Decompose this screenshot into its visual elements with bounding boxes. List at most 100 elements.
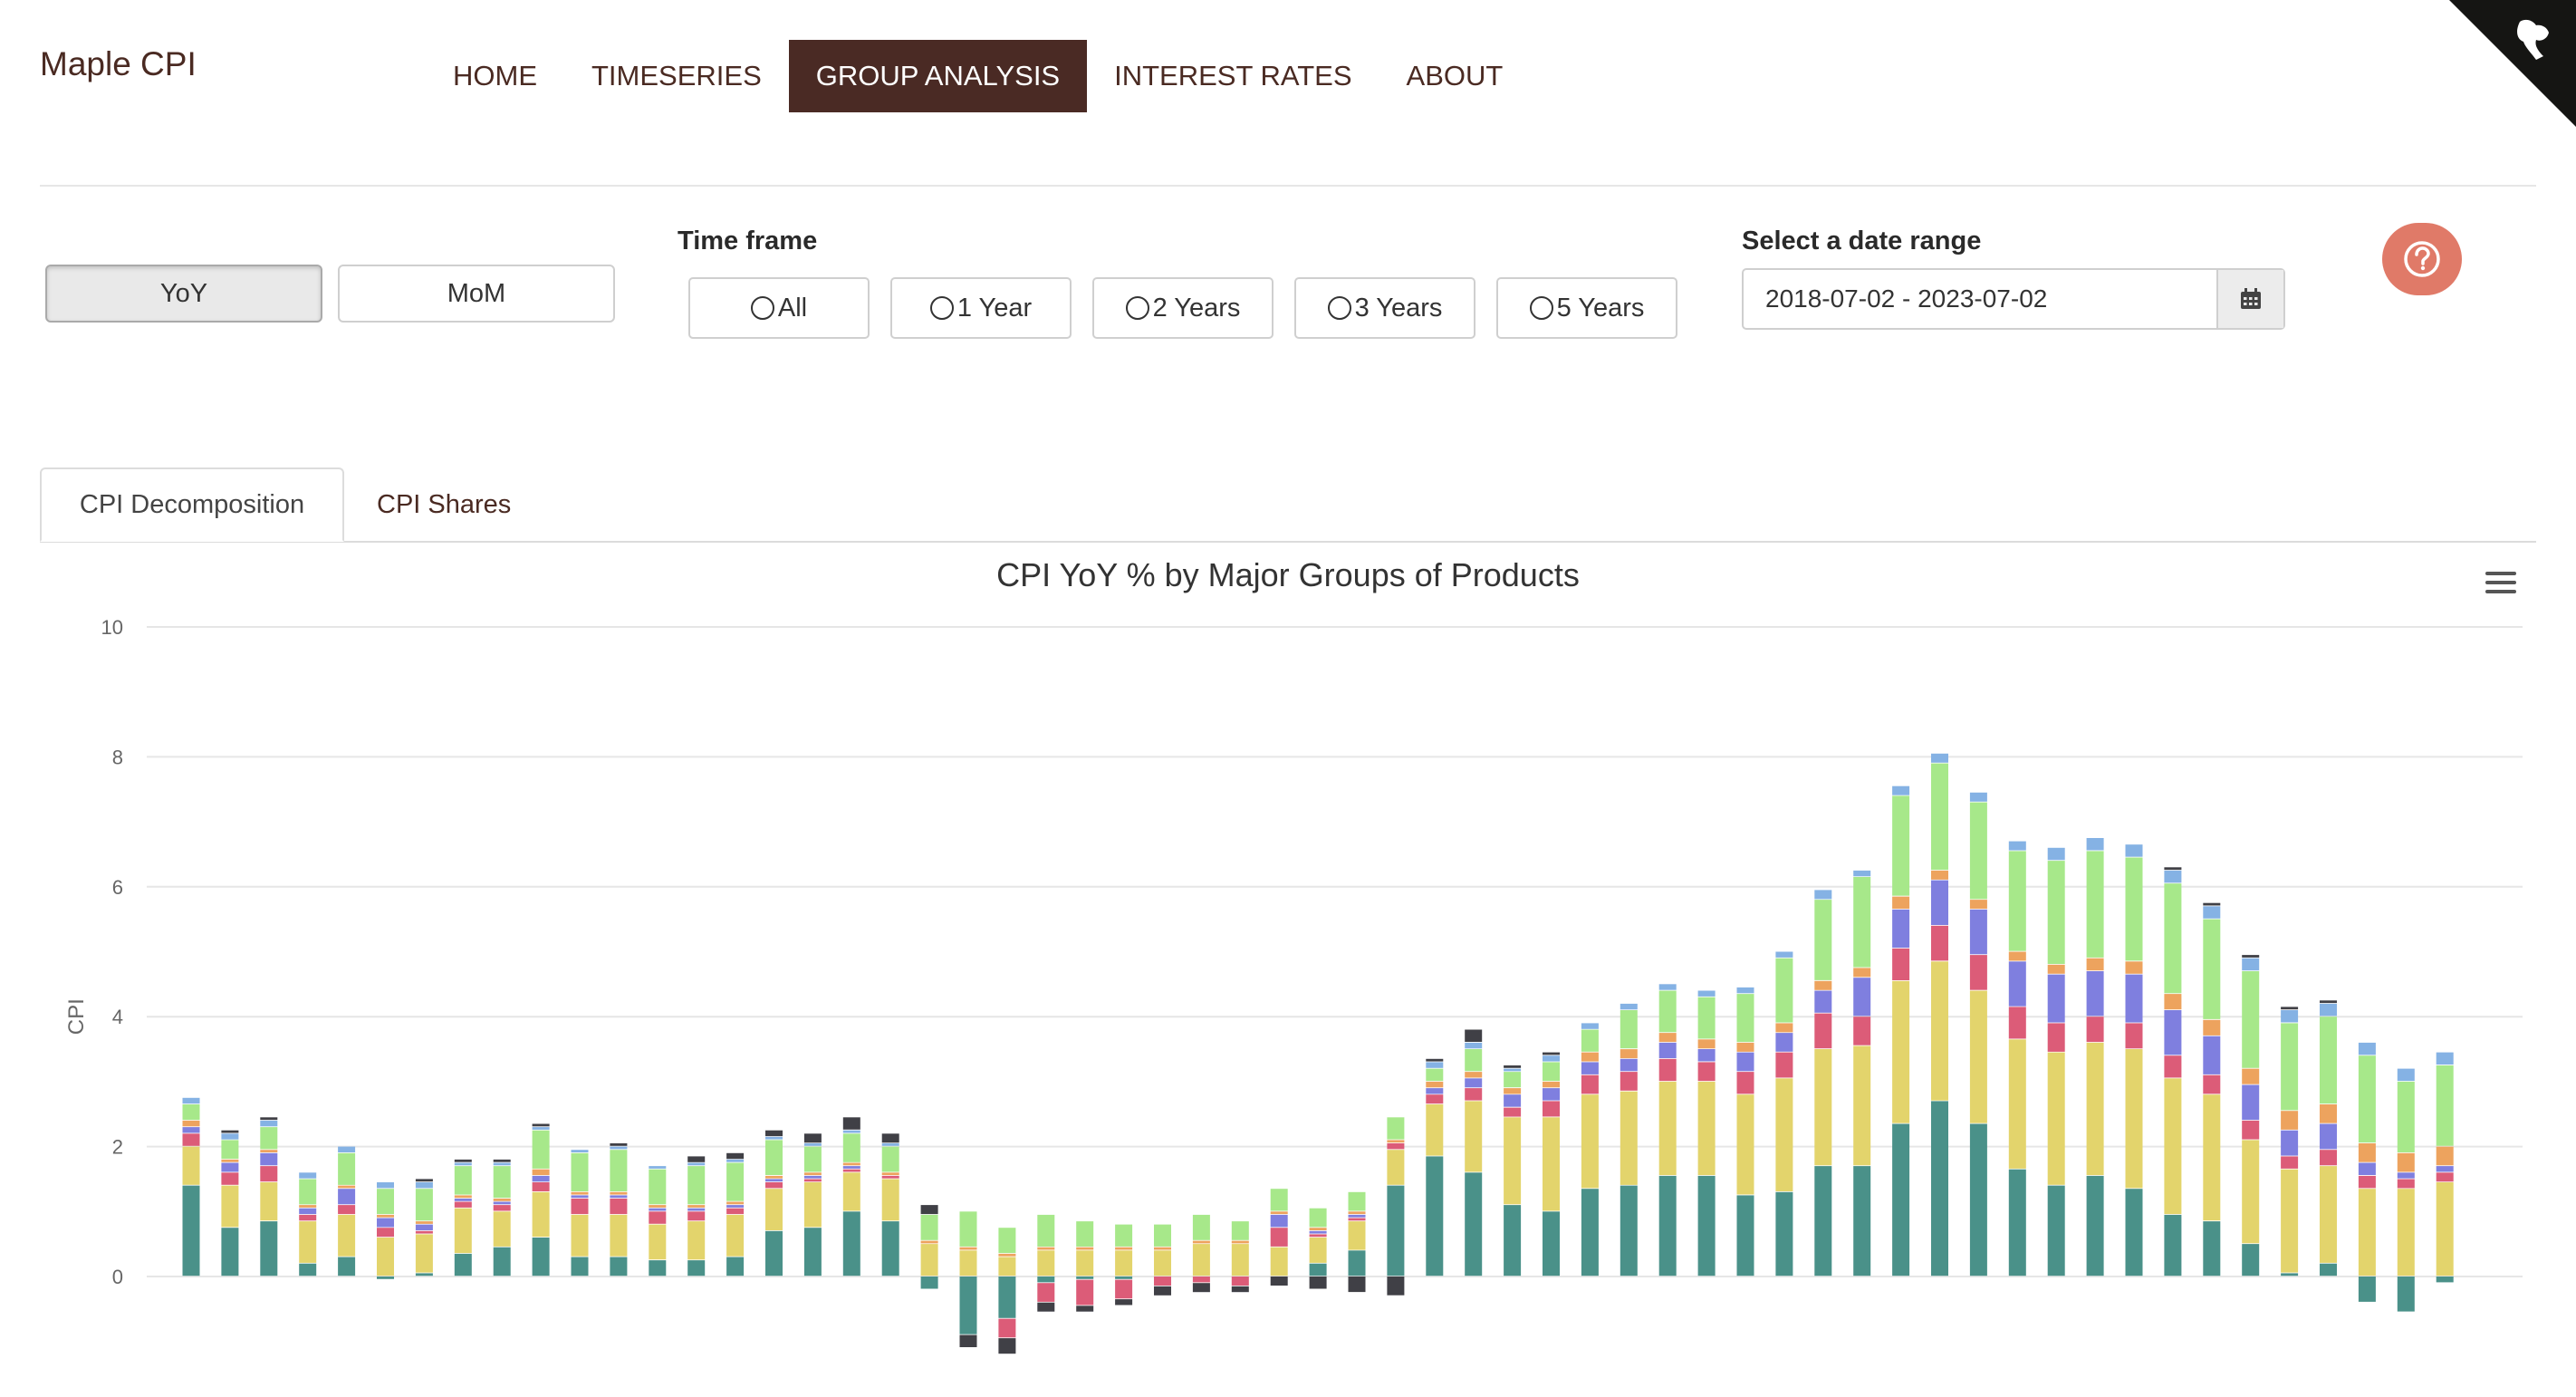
bar-segment — [649, 1169, 667, 1205]
github-corner-icon[interactable] — [2449, 0, 2576, 127]
bar-segment — [998, 1253, 1016, 1257]
bar-segment — [1658, 990, 1677, 1033]
bar-segment — [182, 1133, 200, 1146]
bar-segment — [1348, 1221, 1366, 1250]
bar-segment — [726, 1162, 745, 1201]
bar-segment — [260, 1152, 278, 1166]
bar-segment — [881, 1221, 899, 1277]
nav-about[interactable]: ABOUT — [1406, 60, 1504, 92]
timeframe-1-year[interactable]: 1 Year — [890, 277, 1072, 339]
bar-segment — [765, 1175, 783, 1179]
bar-segment — [1736, 1195, 1754, 1277]
bar-segment — [2008, 1039, 2026, 1169]
bar-segment — [2047, 1052, 2065, 1185]
tab-cpi-decomposition[interactable]: CPI Decomposition — [40, 467, 344, 542]
bar-segment — [726, 1208, 745, 1215]
bar-segment — [415, 1189, 433, 1221]
cpi-stacked-bar-chart: 0 2 4 6 8 10 CPI — [64, 616, 2523, 1354]
bar-segment — [2203, 1094, 2221, 1221]
bar-segment — [1037, 1247, 1055, 1250]
radio-icon — [1125, 296, 1149, 320]
bar-segment — [2397, 1277, 2415, 1312]
bar-segment — [1426, 1068, 1444, 1082]
bar-segment — [221, 1172, 239, 1185]
yoy-button[interactable]: YoY — [45, 265, 322, 323]
bar-segment — [571, 1191, 589, 1195]
app-title[interactable]: Maple CPI — [40, 45, 197, 82]
bar-segment — [1581, 1029, 1599, 1052]
bar-segment — [1969, 792, 1987, 802]
bar-segment — [1620, 1072, 1638, 1091]
bar-segment — [803, 1179, 822, 1182]
bar-segment — [1154, 1250, 1171, 1277]
bar-segment — [2281, 1130, 2299, 1156]
bar-segment — [493, 1159, 511, 1162]
bar-segment — [571, 1199, 589, 1215]
bar-segment — [1814, 980, 1832, 990]
bar-segment — [687, 1162, 706, 1166]
bar-segment — [2436, 1182, 2454, 1277]
timeframe-3-years[interactable]: 3 Years — [1294, 277, 1475, 339]
bar-segment — [2164, 1078, 2182, 1215]
bar-segment — [610, 1146, 628, 1150]
bar-segment — [260, 1150, 278, 1152]
daterange-picker[interactable]: 2018-07-02 - 2023-07-02 — [1742, 268, 2285, 330]
nav-timeseries[interactable]: TIMESERIES — [591, 60, 762, 92]
bar-segment — [2242, 1120, 2260, 1140]
tab-cpi-shares[interactable]: CPI Shares — [377, 489, 512, 519]
bar-segment — [2125, 1023, 2143, 1049]
bar-segment — [881, 1146, 899, 1172]
bar-segment — [260, 1166, 278, 1182]
bar-segment — [1736, 1072, 1754, 1094]
bar-segment — [2164, 883, 2182, 994]
calendar-button[interactable] — [2216, 270, 2283, 328]
bar-segment — [687, 1205, 706, 1208]
nav-home[interactable]: HOME — [453, 60, 537, 92]
bar-segment — [881, 1143, 899, 1146]
bar-segment — [1115, 1279, 1133, 1299]
bar-segment — [1387, 1143, 1405, 1150]
bar-segment — [2125, 857, 2143, 961]
bar-segment — [765, 1130, 783, 1137]
bar-segment — [1892, 795, 1910, 896]
bar-segment — [1426, 1094, 1444, 1104]
nav-interest-rates[interactable]: INTEREST RATES — [1114, 60, 1352, 92]
bar-segment — [881, 1172, 899, 1176]
bar-segment — [1504, 1065, 1522, 1068]
daterange-input[interactable]: 2018-07-02 - 2023-07-02 — [1765, 284, 2048, 313]
timeframe-all[interactable]: All — [688, 277, 870, 339]
bar-segment — [493, 1247, 511, 1277]
bar-segment — [1426, 1156, 1444, 1277]
mom-button[interactable]: MoM — [338, 265, 615, 323]
bar-segment — [1154, 1224, 1171, 1247]
bar-segment — [1620, 1058, 1638, 1072]
bar-segment — [299, 1205, 317, 1208]
bar-segment — [687, 1260, 706, 1277]
nav-group-analysis[interactable]: GROUP ANALYSIS — [788, 40, 1088, 112]
bar-segment — [2008, 851, 2026, 951]
bar-segment — [532, 1130, 550, 1169]
y-tick-label: 2 — [112, 1136, 123, 1159]
bar-segment — [299, 1221, 317, 1263]
timeframe-2-years[interactable]: 2 Years — [1092, 277, 1274, 339]
bar-segment — [2008, 961, 2026, 1007]
bar-segment — [1270, 1228, 1288, 1247]
bar-segment — [2164, 1055, 2182, 1078]
bar-segment — [649, 1205, 667, 1208]
timeframe-5-years[interactable]: 5 Years — [1496, 277, 1677, 339]
chart-menu-icon[interactable] — [2485, 571, 2516, 594]
bar-segment — [649, 1166, 667, 1169]
help-button[interactable] — [2382, 223, 2462, 295]
bar-segment — [1037, 1250, 1055, 1277]
bar-segment — [1076, 1247, 1094, 1250]
daterange-label: Select a date range — [1742, 226, 1982, 255]
bar-segment — [998, 1338, 1016, 1354]
bar-segment — [2281, 1010, 2299, 1023]
bar-segment — [1814, 990, 1832, 1013]
bar-segment — [1658, 1033, 1677, 1043]
bar-segment — [1387, 1117, 1405, 1140]
bar-segment — [803, 1182, 822, 1228]
bar-segment — [2047, 974, 2065, 1023]
bar-segment — [1309, 1208, 1327, 1228]
bar-segment — [1192, 1277, 1210, 1283]
